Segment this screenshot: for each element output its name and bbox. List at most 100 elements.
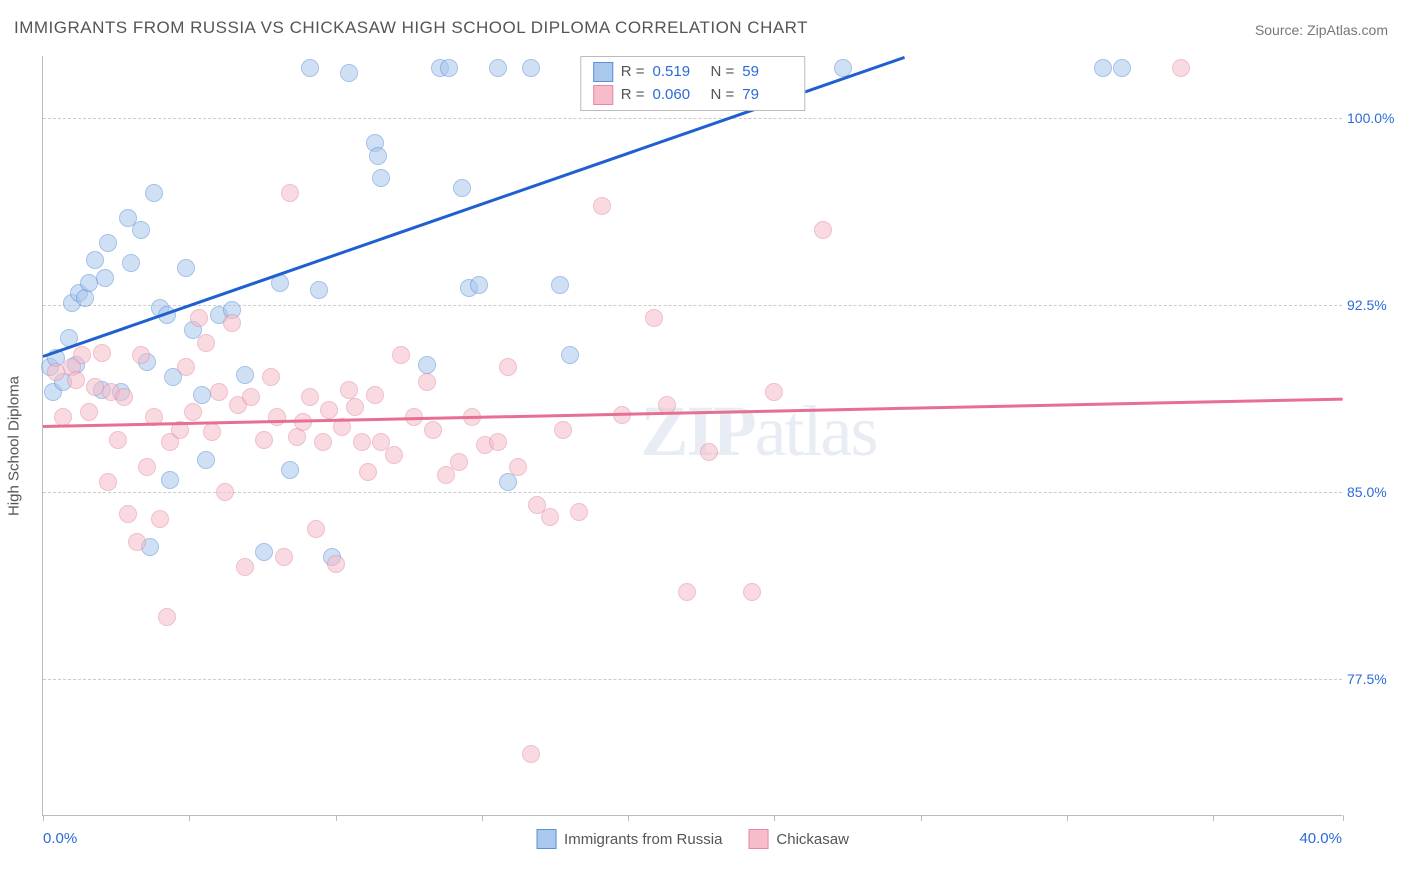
data-point (86, 378, 104, 396)
data-point (158, 608, 176, 626)
data-point (346, 398, 364, 416)
data-point (369, 147, 387, 165)
r-value: 0.060 (653, 84, 703, 107)
data-point (223, 314, 241, 332)
legend-label: Chickasaw (776, 831, 849, 848)
legend-swatch (593, 62, 613, 82)
data-point (340, 64, 358, 82)
data-point (424, 421, 442, 439)
data-point (470, 276, 488, 294)
x-tick (1343, 815, 1344, 821)
n-label: N = (711, 61, 735, 84)
x-tick (482, 815, 483, 821)
x-tick (43, 815, 44, 821)
data-point (242, 388, 260, 406)
data-point (765, 383, 783, 401)
data-point (340, 381, 358, 399)
x-max-label: 40.0% (1299, 830, 1342, 847)
x-tick (336, 815, 337, 821)
data-point (593, 197, 611, 215)
r-value: 0.519 (653, 61, 703, 84)
legend-swatch (536, 829, 556, 849)
source-link[interactable]: ZipAtlas.com (1307, 22, 1388, 38)
data-point (119, 505, 137, 523)
r-label: R = (621, 61, 645, 84)
data-point (551, 276, 569, 294)
data-point (541, 508, 559, 526)
r-label: R = (621, 84, 645, 107)
data-point (255, 543, 273, 561)
data-point (122, 254, 140, 272)
series-legend: Immigrants from Russia Chickasaw (536, 829, 849, 849)
data-point (236, 558, 254, 576)
data-point (418, 373, 436, 391)
legend-row: R = 0.519 N = 59 (593, 61, 793, 84)
data-point (203, 423, 221, 441)
data-point (307, 520, 325, 538)
data-point (236, 366, 254, 384)
n-label: N = (711, 84, 735, 107)
data-point (489, 59, 507, 77)
data-point (301, 59, 319, 77)
data-point (489, 433, 507, 451)
data-point (440, 59, 458, 77)
x-tick (1213, 815, 1214, 821)
data-point (177, 259, 195, 277)
data-point (561, 346, 579, 364)
gridline (43, 679, 1342, 680)
data-point (268, 408, 286, 426)
data-point (99, 234, 117, 252)
data-point (554, 421, 572, 439)
data-point (281, 461, 299, 479)
x-tick (774, 815, 775, 821)
data-point (193, 386, 211, 404)
data-point (700, 443, 718, 461)
x-tick (628, 815, 629, 821)
data-point (327, 555, 345, 573)
correlation-legend: R = 0.519 N = 59 R = 0.060 N = 79 (580, 56, 806, 111)
data-point (366, 386, 384, 404)
data-point (678, 583, 696, 601)
n-value: 59 (742, 61, 792, 84)
data-point (1094, 59, 1112, 77)
data-point (314, 433, 332, 451)
n-value: 79 (742, 84, 792, 107)
data-point (320, 401, 338, 419)
data-point (509, 458, 527, 476)
data-point (132, 346, 150, 364)
data-point (281, 184, 299, 202)
data-point (310, 281, 328, 299)
data-point (372, 169, 390, 187)
x-tick (921, 815, 922, 821)
data-point (522, 59, 540, 77)
watermark: ZIPatlas (641, 390, 877, 473)
data-point (128, 533, 146, 551)
source-label: Source: (1255, 22, 1303, 38)
data-point (814, 221, 832, 239)
data-point (450, 453, 468, 471)
data-point (453, 179, 471, 197)
data-point (177, 358, 195, 376)
legend-item: Immigrants from Russia (536, 829, 722, 849)
data-point (645, 309, 663, 327)
data-point (418, 356, 436, 374)
data-point (1172, 59, 1190, 77)
data-point (151, 510, 169, 528)
data-point (190, 309, 208, 327)
data-point (145, 184, 163, 202)
chart-title: IMMIGRANTS FROM RUSSIA VS CHICKASAW HIGH… (14, 18, 808, 38)
data-point (96, 269, 114, 287)
data-point (1113, 59, 1131, 77)
y-tick-label: 77.5% (1347, 671, 1402, 687)
data-point (385, 446, 403, 464)
data-point (93, 344, 111, 362)
data-point (262, 368, 280, 386)
data-point (197, 334, 215, 352)
x-tick (189, 815, 190, 821)
data-point (210, 383, 228, 401)
legend-swatch (748, 829, 768, 849)
data-point (132, 221, 150, 239)
x-tick (1067, 815, 1068, 821)
data-point (570, 503, 588, 521)
y-tick-label: 100.0% (1347, 110, 1402, 126)
